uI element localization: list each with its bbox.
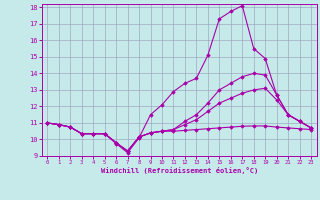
X-axis label: Windchill (Refroidissement éolien,°C): Windchill (Refroidissement éolien,°C) — [100, 167, 258, 174]
